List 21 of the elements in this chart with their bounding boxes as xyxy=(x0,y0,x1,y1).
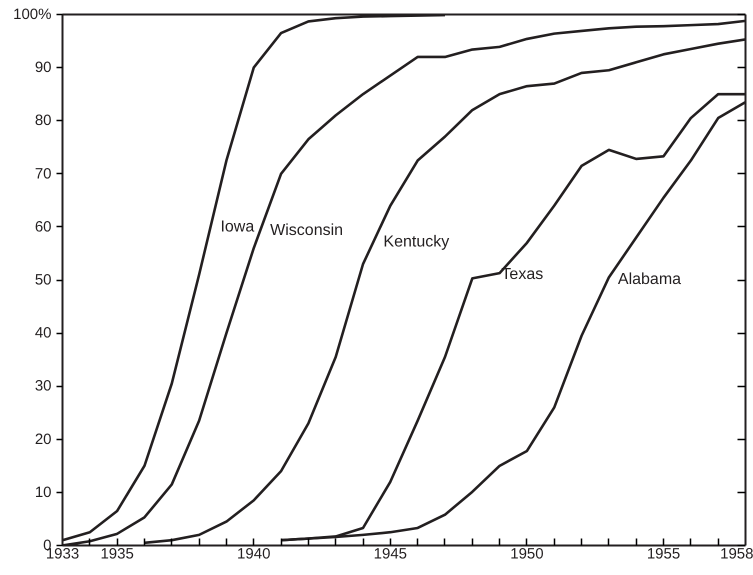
y-tick-label: 50 xyxy=(34,272,52,288)
y-tick-label: 10 xyxy=(34,484,52,501)
series-label: Kentucky xyxy=(383,233,450,250)
x-tick-label: 1958 xyxy=(720,546,753,562)
x-tick-label: 1950 xyxy=(510,546,544,562)
y-tick-label: 30 xyxy=(34,378,52,395)
y-tick-label: 20 xyxy=(34,430,52,448)
series-label: Iowa xyxy=(220,218,254,236)
x-tick-label: 1955 xyxy=(646,546,680,562)
x-tick-label: 1940 xyxy=(237,546,270,562)
y-tick-label: 90 xyxy=(34,59,52,76)
x-tick-label: 1945 xyxy=(374,546,408,562)
series-label: Wisconsin xyxy=(270,222,344,240)
x-tick-label: 1935 xyxy=(100,546,134,562)
series-label: Texas xyxy=(501,266,544,284)
series-label: Alabama xyxy=(618,270,682,288)
y-tick-label: 100% xyxy=(13,6,52,23)
y-tick-label: 60 xyxy=(34,218,52,236)
y-tick-label: 80 xyxy=(34,112,52,130)
y-tick-label: 40 xyxy=(34,324,52,342)
y-tick-label: 70 xyxy=(34,165,52,182)
